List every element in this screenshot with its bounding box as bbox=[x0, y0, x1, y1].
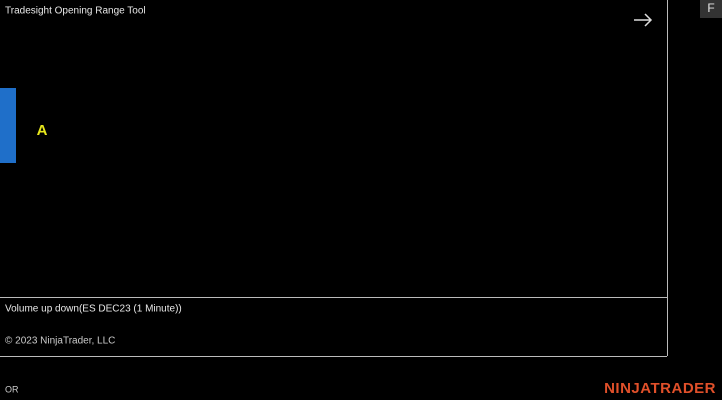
arrow-icon[interactable] bbox=[634, 13, 653, 27]
copyright: © 2023 NinjaTrader, LLC bbox=[5, 336, 115, 347]
f-button-label[interactable]: F bbox=[707, 1, 714, 15]
annotation: A bbox=[37, 122, 48, 139]
f-button[interactable] bbox=[700, 0, 722, 18]
brand-logo: NINJATRADER bbox=[604, 380, 716, 397]
chart-title: Tradesight Opening Range Tool bbox=[5, 6, 146, 17]
range-tab[interactable] bbox=[0, 88, 16, 163]
footer-label: OR bbox=[5, 384, 19, 394]
volume-title: Volume up down(ES DEC23 (1 Minute)) bbox=[5, 304, 182, 315]
